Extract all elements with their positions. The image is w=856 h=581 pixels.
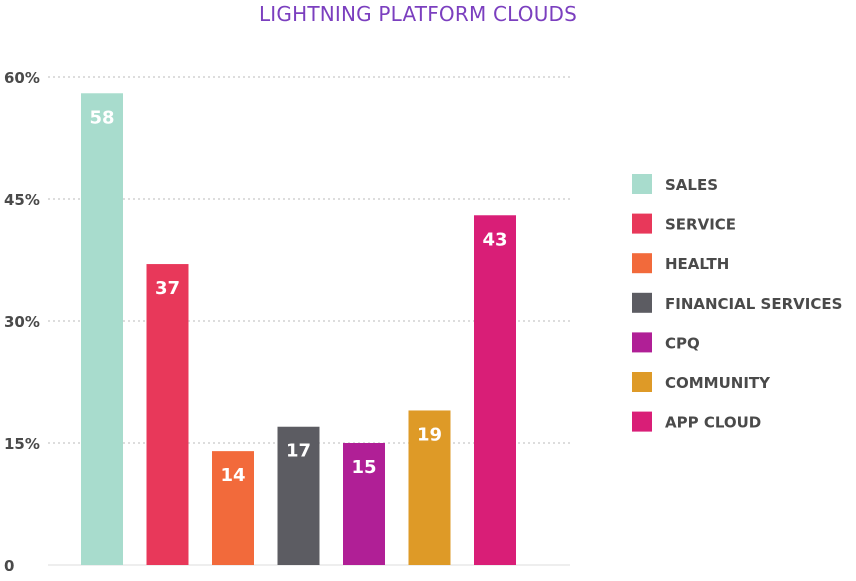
bar-value-label: 15: [351, 457, 376, 478]
legend-swatch: [632, 332, 652, 353]
bar-value-label: 58: [89, 107, 114, 128]
bar-app-cloud: [474, 215, 516, 565]
bar-value-label: 43: [482, 229, 507, 250]
bar-health: [212, 451, 254, 565]
chart-title: LIGHTNING PLATFORM CLOUDS: [258, 2, 578, 26]
legend-label: COMMUNITY: [665, 374, 771, 392]
bar-service: [146, 264, 189, 565]
bar-financial-services: [277, 426, 320, 565]
bar-value-label: 17: [286, 441, 311, 462]
legend-label: SERVICE: [665, 216, 736, 234]
bar-sales: [81, 93, 123, 566]
legend-label: APP CLOUD: [665, 414, 761, 432]
bar-value-label: 37: [155, 278, 180, 299]
y-tick-label: 0: [4, 557, 14, 575]
y-tick-label: 60%: [4, 69, 40, 87]
legend-label: SALES: [665, 176, 718, 194]
bar-community: [408, 410, 451, 565]
y-tick-label: 30%: [4, 313, 40, 331]
bar-value-label: 14: [220, 465, 245, 486]
legend-label: CPQ: [665, 334, 700, 352]
legend-swatch: [632, 372, 652, 392]
legend-swatch: [632, 174, 652, 194]
legend-label: HEALTH: [665, 255, 729, 273]
bar-value-label: 19: [417, 424, 442, 445]
legend-swatch: [632, 411, 652, 432]
legend-swatch: [632, 213, 652, 234]
y-tick-label: 45%: [4, 191, 40, 209]
y-tick-label: 15%: [4, 435, 40, 453]
legend-swatch: [632, 253, 652, 274]
legend-label: FINANCIAL SERVICES: [665, 295, 842, 313]
legend-swatch: [632, 292, 652, 313]
bar-cpq: [343, 443, 385, 565]
